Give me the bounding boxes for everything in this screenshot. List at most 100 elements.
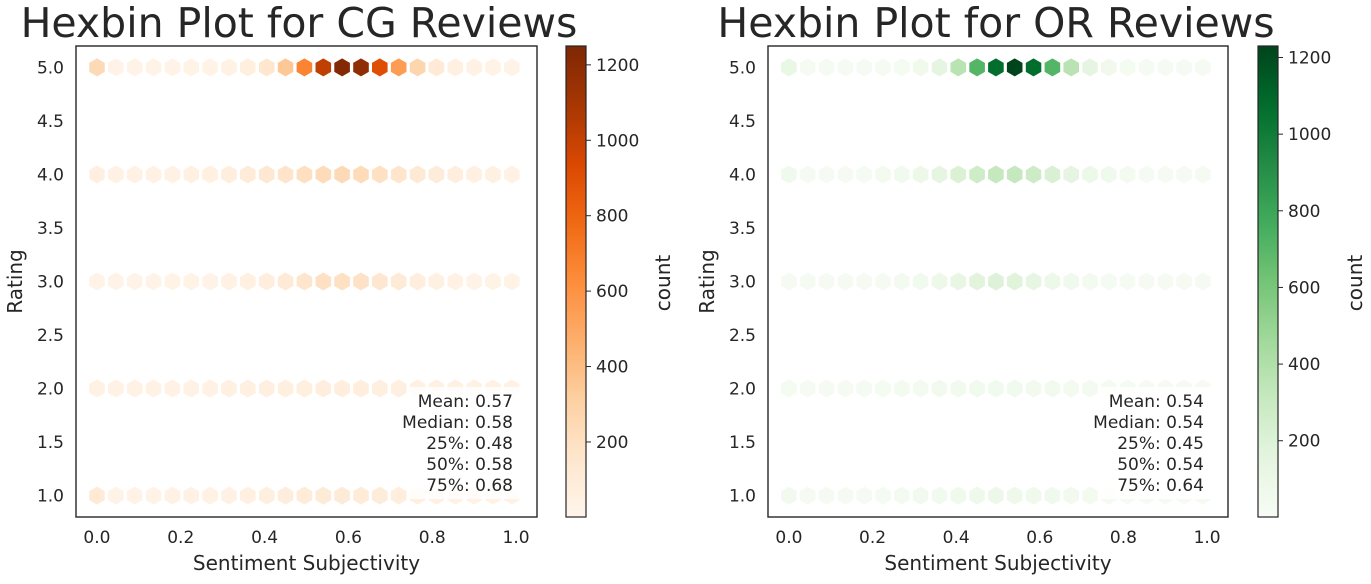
hexbin-cell	[1176, 165, 1192, 184]
colorbar-label: count	[651, 255, 675, 312]
hexbin-cell	[969, 379, 985, 398]
hexbin-cell	[296, 58, 313, 77]
axes-frame	[767, 45, 1229, 518]
hexbin-cell	[912, 486, 929, 505]
hexbin-cell	[277, 486, 294, 505]
colorbar-tick-label: 1200	[596, 56, 639, 76]
hexbin-cell	[1063, 379, 1079, 398]
hexbin-cell	[89, 58, 105, 77]
hexbin-cell	[931, 58, 948, 77]
hexbin-cell	[818, 58, 835, 77]
hexbin-cell	[875, 486, 891, 505]
y-tick-label: 4.0	[729, 165, 756, 185]
y-tick-label: 3.5	[729, 219, 756, 239]
hexbin-cell	[145, 165, 162, 184]
x-tick-label: 0.6	[335, 528, 362, 548]
y-tick-label: 2.5	[37, 326, 64, 346]
hexbin-cell	[466, 272, 482, 291]
hexbin-cell	[988, 58, 1004, 77]
hexbin-cell	[1195, 272, 1211, 291]
hexbin-cell	[1157, 272, 1174, 291]
stats-box	[1098, 387, 1220, 499]
stats-box	[407, 387, 529, 499]
hexbin-cell	[818, 165, 835, 184]
hexbin-cell	[931, 379, 948, 398]
chart-title: Hexbin Plot for CG Reviews	[21, 0, 578, 47]
hexbin-cell	[108, 165, 124, 184]
hexbin-cell	[912, 58, 929, 77]
y-tick-label: 1.0	[37, 487, 64, 507]
stats-line: 75%: 0.64	[1117, 476, 1204, 496]
y-axis-label: Rating	[695, 249, 719, 313]
stats-line: Median: 0.54	[1093, 413, 1204, 433]
hexbin-cell	[372, 165, 388, 184]
stats-line: Median: 0.58	[402, 413, 513, 433]
hexbin-cell	[1063, 165, 1079, 184]
hexbin-cell	[183, 58, 199, 77]
hexbin-cell	[277, 379, 294, 398]
hexbin-cell	[89, 379, 105, 398]
hexbin-cell	[164, 58, 181, 77]
x-tick-label: 1.0	[503, 528, 530, 548]
hexbin-cell	[1044, 486, 1061, 505]
hexbin-cell	[988, 486, 1004, 505]
hexbin-cell	[1044, 165, 1061, 184]
hexbin-cell	[409, 58, 426, 77]
hexbin-cell	[315, 379, 332, 398]
hexbin-cell	[353, 272, 369, 291]
hexbin-cell	[1063, 272, 1079, 291]
hexbin-cell	[894, 379, 910, 398]
hexbin-cell	[277, 272, 294, 291]
stats-line: Mean: 0.57	[418, 392, 513, 412]
hexbin-cell	[969, 486, 985, 505]
hexbin-cell	[240, 486, 256, 505]
hexbin-cell	[164, 165, 181, 184]
hexbin-cell	[296, 272, 313, 291]
colorbar-tick-label: 400	[596, 358, 628, 378]
x-tick-label: 0.4	[251, 528, 278, 548]
hexbin-cell	[221, 272, 237, 291]
hexbin-cell	[428, 272, 445, 291]
hexbin-cell	[1025, 486, 1042, 505]
x-tick-label: 0.0	[83, 528, 110, 548]
colorbar-tick-label: 400	[1288, 355, 1320, 375]
hexbin-cell	[1176, 58, 1192, 77]
hexbin-cell	[183, 486, 199, 505]
stats-line: 25%: 0.48	[426, 434, 513, 454]
hexbin-cell	[799, 272, 816, 291]
hexbin-cell	[931, 486, 948, 505]
hexbin-cell	[145, 58, 162, 77]
hexbin-cell	[969, 58, 985, 77]
hexbin-cell	[108, 58, 124, 77]
hexbin-cell	[183, 165, 199, 184]
hexbin-cell	[145, 486, 162, 505]
hexbin-cell	[1006, 58, 1023, 77]
hexbin-cell	[164, 272, 181, 291]
hexbin-cell	[504, 58, 520, 77]
hexbin-cell	[221, 486, 237, 505]
y-tick-label: 3.0	[729, 273, 756, 293]
hexbin-cell	[390, 272, 407, 291]
hexbin-cell	[202, 379, 218, 398]
hexbin-cell	[818, 272, 835, 291]
hexbin-cell	[145, 379, 162, 398]
hexbin-cell	[781, 58, 797, 77]
hexbin-cell	[108, 486, 124, 505]
hexbin-cell	[353, 486, 369, 505]
hexbin-cell	[334, 272, 350, 291]
hexbin-cell	[277, 58, 294, 77]
hexbin-cell	[334, 165, 350, 184]
y-tick-label: 1.5	[37, 433, 64, 453]
hexbin-cell	[1101, 165, 1117, 184]
hexbin-cell	[183, 272, 199, 291]
hexbin-cell	[447, 58, 464, 77]
stats-line: Mean: 0.54	[1109, 392, 1204, 412]
hexbin-cell	[466, 165, 482, 184]
hexbin-cell	[1195, 165, 1211, 184]
stats-line: 75%: 0.68	[426, 476, 513, 496]
hexbin-cell	[1157, 58, 1174, 77]
hexbin-cell	[856, 272, 872, 291]
hexbin-cell	[1044, 272, 1061, 291]
hexbin-cell	[856, 379, 872, 398]
hexbin-cell	[781, 165, 797, 184]
